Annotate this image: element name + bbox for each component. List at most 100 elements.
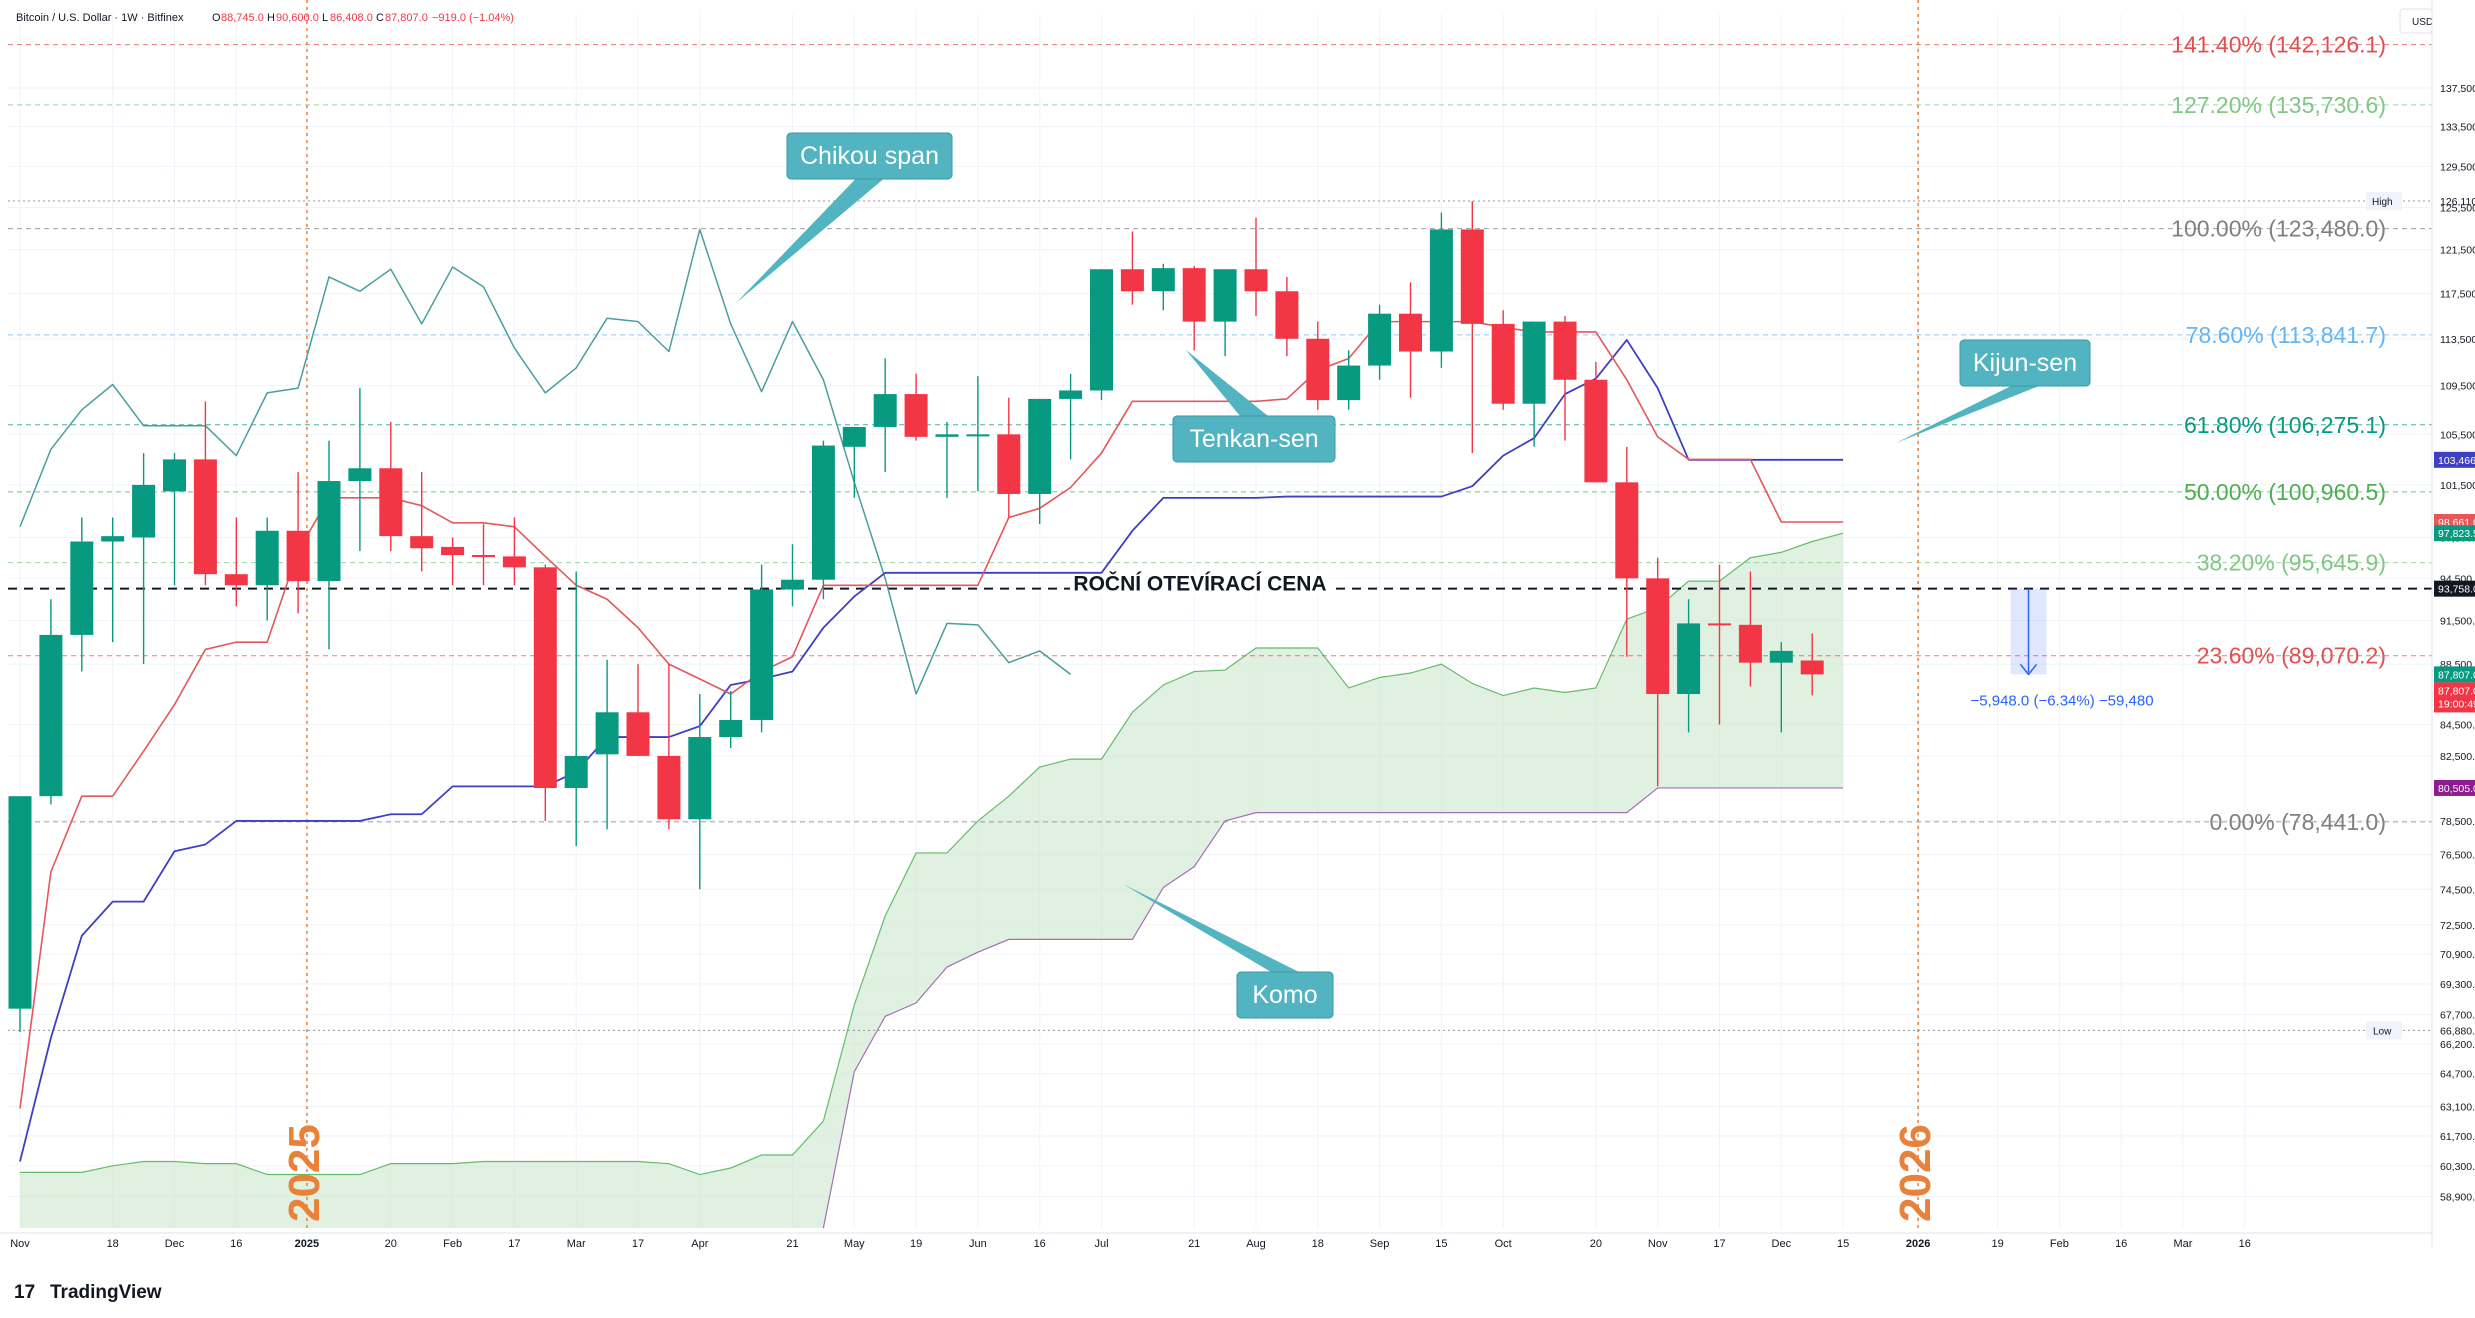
candle-body (317, 481, 341, 582)
candle[interactable] (688, 694, 712, 890)
x-tick-label: 17 (632, 1238, 644, 1250)
fib-level-label: 38.20% (95,645.9) (2197, 550, 2386, 576)
candle-body (101, 536, 125, 542)
annual-open-label-bg (1070, 572, 1330, 595)
y-tick-label: 64,700.0 (2440, 1069, 2475, 1081)
candle[interactable] (163, 453, 186, 586)
y-tick-label: 105,500.0 (2440, 429, 2475, 441)
candle[interactable] (781, 544, 804, 607)
candle[interactable] (1275, 276, 1299, 357)
candle[interactable] (472, 524, 495, 586)
candle[interactable] (410, 472, 434, 572)
fib-level-label: 0.00% (78,441.0) (2210, 809, 2386, 835)
y-tick-label: 121,500.0 (2440, 245, 2475, 257)
high-tag: High (2366, 192, 2402, 211)
candle[interactable] (101, 517, 125, 643)
candle[interactable] (39, 599, 63, 805)
candle[interactable] (1738, 571, 1762, 687)
candle[interactable] (193, 401, 217, 586)
candle[interactable] (1429, 212, 1453, 368)
price-tag: 93,758.0 (2434, 580, 2475, 597)
candle[interactable] (1615, 446, 1639, 657)
candles[interactable] (8, 201, 1824, 1032)
x-tick-label: Nov (1648, 1238, 1668, 1250)
candle[interactable] (1708, 564, 1731, 725)
candle[interactable] (1028, 398, 1052, 525)
candle[interactable] (1491, 310, 1515, 410)
candle[interactable] (1584, 362, 1608, 483)
candle[interactable] (1182, 265, 1206, 351)
candle[interactable] (317, 440, 341, 650)
y-tick-label: 70,900.0 (2440, 949, 2475, 961)
cloud-fill (20, 533, 1844, 1228)
candle[interactable] (1059, 373, 1083, 460)
candle[interactable] (1120, 231, 1144, 305)
candle[interactable] (1213, 269, 1237, 357)
candle[interactable] (286, 472, 310, 614)
candle[interactable] (132, 453, 156, 665)
candle[interactable] (1151, 263, 1175, 311)
candle[interactable] (255, 517, 279, 621)
candle-body (997, 434, 1021, 494)
candle[interactable] (842, 426, 866, 498)
candle[interactable] (1460, 201, 1484, 454)
candle-body (1213, 269, 1237, 322)
candle[interactable] (1800, 633, 1824, 696)
candle-body (688, 737, 712, 820)
candle[interactable] (1244, 217, 1268, 316)
candle[interactable] (1306, 321, 1330, 410)
candle[interactable] (8, 796, 32, 1032)
candle[interactable] (1337, 350, 1361, 410)
candle-body (502, 556, 526, 568)
candle[interactable] (1399, 282, 1422, 398)
candle[interactable] (904, 373, 928, 441)
candle-body (873, 394, 897, 427)
candle[interactable] (1090, 269, 1113, 401)
candle[interactable] (348, 388, 372, 551)
candle[interactable] (1646, 557, 1670, 787)
senkou-span-b-line (822, 787, 1844, 1229)
candle[interactable] (564, 571, 588, 847)
candle[interactable] (1553, 315, 1577, 441)
x-tick-label: 16 (1034, 1238, 1046, 1250)
candle[interactable] (1769, 642, 1793, 733)
candle-body (1615, 482, 1639, 579)
candle[interactable] (935, 422, 959, 498)
candle[interactable] (533, 564, 557, 821)
candle[interactable] (873, 358, 897, 473)
candle[interactable] (997, 397, 1021, 518)
candle-body (70, 541, 94, 635)
candle[interactable] (502, 517, 526, 586)
candle[interactable] (1368, 304, 1392, 380)
candle[interactable] (750, 564, 774, 733)
fib-level-label: 61.80% (106,275.1) (2184, 412, 2386, 438)
candle[interactable] (379, 422, 403, 551)
candle[interactable] (441, 537, 465, 586)
x-tick-label: Feb (443, 1238, 462, 1250)
candle-body (410, 536, 434, 549)
candle[interactable] (1522, 321, 1546, 447)
callout-pointer (1896, 386, 2039, 443)
candle[interactable] (70, 517, 94, 672)
ohlc-l-prefix: L (322, 12, 328, 24)
candle-body (1708, 623, 1731, 626)
callout-pointer (736, 179, 884, 303)
x-tick-label: 21 (1188, 1238, 1200, 1250)
candle[interactable] (811, 440, 835, 600)
ohlc-low: 86,408.0 (330, 12, 373, 24)
candle[interactable] (224, 517, 248, 607)
candle[interactable] (657, 664, 681, 830)
tradingview-logo[interactable]: 17 TradingView (14, 1282, 162, 1303)
candle[interactable] (595, 659, 619, 830)
fib-level-label: 141.40% (142,126.1) (2171, 32, 2386, 58)
candle[interactable] (1677, 599, 1701, 733)
candle[interactable] (626, 664, 650, 756)
candle[interactable] (719, 690, 743, 749)
high-tag-label: High (2372, 197, 2393, 208)
y-tick-label: 125,500.0 (2440, 202, 2475, 214)
candle[interactable] (966, 376, 990, 492)
callout-pointer (1123, 884, 1299, 972)
ohlc-close: 87,807.0 (385, 12, 428, 24)
